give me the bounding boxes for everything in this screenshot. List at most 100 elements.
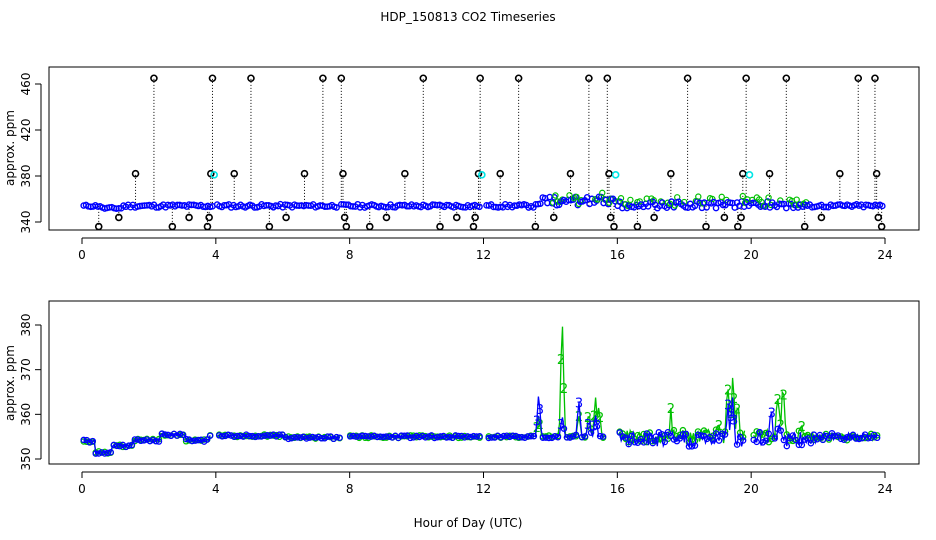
bottom-series-3-point (452, 432, 459, 439)
bottom-series-3-point (413, 432, 420, 440)
bottom-series-3-point (346, 433, 354, 440)
bottom-series-3-point (294, 434, 301, 441)
bottom-series-3-point (509, 432, 517, 440)
top-point-outlier (566, 169, 575, 178)
bottom-series-3-point (182, 435, 190, 443)
bottom-y-tick-label: 380 (19, 314, 33, 337)
bottom-series-2-label: 2 (777, 419, 785, 434)
bottom-series-3-point (476, 433, 483, 440)
top-point-ch2 (627, 196, 634, 204)
top-axes: 0 4 8 12 16 20 24 340 380 420 460 (19, 73, 893, 262)
bottom-series-3-point (122, 443, 130, 451)
bottom-x-tick-label: 8 (346, 482, 354, 496)
bottom-series-2-label: 2 (667, 402, 675, 417)
bottom-series-3-point (364, 433, 372, 440)
bottom-series-3-point (697, 432, 705, 439)
bottom-series-3-point (233, 432, 241, 440)
bottom-series-2-label: 2 (575, 410, 583, 425)
top-point-outlier (606, 213, 615, 222)
bottom-series-3-label: 3 (727, 410, 735, 425)
top-point-outlier (765, 169, 774, 178)
bottom-series-3-point (873, 434, 881, 442)
bottom-series-2-label: 2 (798, 420, 806, 435)
top-point-outlier (342, 222, 351, 231)
bottom-series-3-point (431, 434, 438, 442)
top-y-tick-label: 420 (19, 119, 33, 142)
bottom-series-3-point (349, 432, 357, 440)
top-point-ch2 (599, 189, 606, 197)
bottom-series-3-point (554, 433, 562, 441)
bottom-series-3-point (563, 434, 571, 441)
bottom-series-3-point (792, 436, 800, 444)
top-x-tick-label: 16 (610, 248, 625, 262)
top-x-tick-label: 4 (212, 248, 220, 262)
top-point-outlier (872, 169, 881, 178)
bottom-series-3-point (104, 449, 112, 457)
bottom-series-3-point (694, 431, 702, 438)
bottom-series-3-label: 3 (730, 413, 738, 428)
top-point-outlier (742, 74, 750, 83)
bottom-series-3-point (539, 434, 547, 441)
top-point-ch2 (718, 193, 725, 201)
top-point-ch3 (537, 200, 544, 207)
bottom-series-3-point (831, 432, 839, 440)
bottom-series-3-point (515, 433, 523, 441)
bottom-series-3-point (380, 433, 387, 441)
top-point-outlier (205, 213, 213, 222)
bottom-series-3-point (318, 435, 325, 442)
bottom-series-3-point (798, 441, 806, 449)
top-point-outlier (720, 213, 729, 222)
top-point-outlier (115, 213, 123, 222)
top-point-ch3 (382, 204, 390, 211)
bottom-series-2-label: 2 (536, 418, 544, 433)
top-panel: 0 4 8 12 16 20 24 340 380 420 460 approx. ppm (3, 66, 920, 262)
bottom-series-3-point (816, 431, 824, 439)
bottom-series-2-label: 2 (593, 411, 601, 426)
bottom-series-2-point (634, 431, 641, 439)
bottom-series-3-point (285, 435, 292, 443)
bottom-plot-box (48, 300, 920, 465)
top-point-ch2 (636, 198, 643, 205)
bottom-series-3-point (291, 433, 298, 441)
bottom-series-3-point (560, 425, 568, 432)
bottom-series-3-point (179, 431, 187, 439)
bottom-series-3-label: 3 (557, 418, 565, 433)
bottom-series-3-point (80, 436, 87, 444)
bottom-series-3-label: 3 (575, 397, 583, 412)
top-point-cyan (611, 171, 620, 179)
bottom-series-3-line (83, 396, 878, 455)
bottom-series-3-point (146, 437, 154, 445)
bottom-series-2-point (712, 426, 720, 433)
bottom-series-3-point (324, 433, 331, 440)
bottom-series-3-point (386, 433, 393, 441)
top-y-tick-label: 340 (19, 211, 33, 234)
bottom-series-3-point (221, 432, 229, 440)
bottom-series-3-point (470, 432, 477, 440)
bottom-series-3-point (125, 442, 133, 449)
x-axis-label: Hour of Day (UTC) (414, 516, 523, 530)
bottom-series-3-point (361, 432, 369, 440)
bottom-series-2-label: 2 (590, 409, 598, 424)
top-point-outlier (247, 74, 255, 83)
top-point-outlier (230, 169, 239, 178)
top-point-outlier (436, 222, 444, 231)
bottom-series-3-point (243, 431, 250, 438)
chart-title: HDP_150813 CO2 Timeseries (380, 10, 555, 24)
bottom-y-tick-label: 370 (19, 358, 33, 381)
bottom-series-3-point (227, 432, 235, 439)
top-point-outlier (476, 74, 484, 83)
top-point-outlier (469, 222, 478, 231)
bottom-series-3-point (264, 432, 271, 439)
bottom-series-3-point (358, 432, 366, 440)
bottom-series-3-point (315, 433, 322, 441)
bottom-series-2-point (736, 429, 744, 436)
bottom-series-3-point (377, 433, 384, 440)
bottom-series-3-point (843, 434, 851, 441)
bottom-series-3-point (92, 450, 99, 457)
bottom-series-3-point (852, 435, 860, 442)
bottom-series-3-point (753, 438, 760, 446)
bottom-series-3-point (682, 430, 690, 438)
bottom-series-3-point (837, 435, 845, 443)
top-y-tick-label: 460 (19, 73, 33, 96)
top-point-outlier (471, 213, 479, 222)
